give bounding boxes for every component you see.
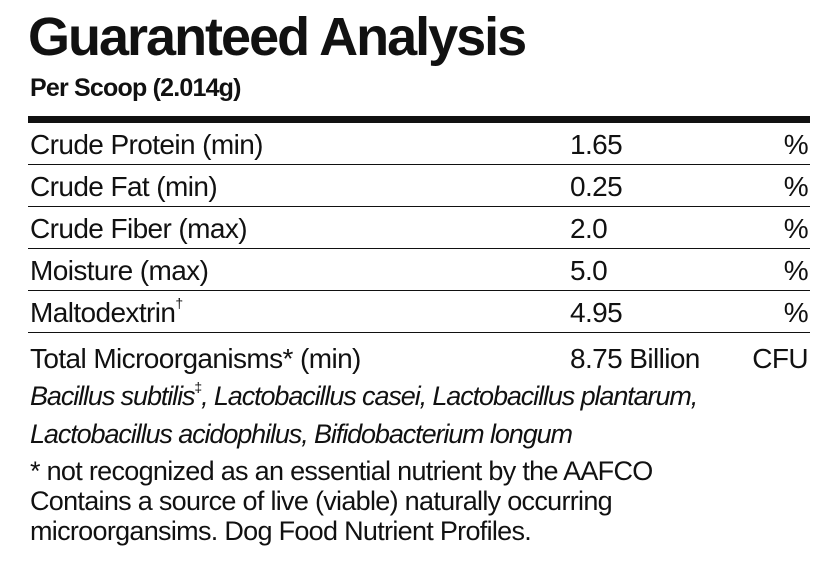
analysis-row-moisture: Moisture (max) 5.0 % bbox=[28, 249, 810, 291]
row-unit: % bbox=[783, 213, 809, 244]
row-label: Maltodextrin† bbox=[30, 295, 183, 328]
total-label: Total Microorganisms* (min) bbox=[30, 343, 361, 374]
row-unit: % bbox=[783, 129, 809, 160]
dagger-footnote-mark: † bbox=[175, 295, 183, 311]
row-unit: % bbox=[783, 255, 809, 286]
total-unit: CFU bbox=[752, 343, 808, 374]
footnote-line-3: microorgansims. Dog Food Nutrient Profil… bbox=[30, 516, 532, 546]
row-unit: % bbox=[783, 171, 809, 202]
row-value: 0.25 bbox=[570, 171, 623, 202]
row-value: 1.65 bbox=[570, 129, 623, 160]
analysis-table: Crude Protein (min) 1.65 % Crude Fat (mi… bbox=[28, 123, 810, 333]
analysis-row-crude-fat: Crude Fat (min) 0.25 % bbox=[28, 165, 810, 207]
footnote-text: * not recognized as an essential nutrien… bbox=[30, 456, 820, 546]
row-label: Crude Protein (min) bbox=[30, 129, 264, 160]
heavy-divider bbox=[28, 116, 810, 123]
analysis-row-maltodextrin: Maltodextrin† 4.95 % bbox=[28, 291, 810, 333]
row-label: Crude Fat (min) bbox=[30, 171, 218, 202]
serving-size: Per Scoop (2.014g) bbox=[30, 74, 241, 102]
organism-line-2: Lactobacillus acidophilus, Bifidobacteri… bbox=[30, 419, 573, 449]
footnote-line-1: * not recognized as an essential nutrien… bbox=[30, 456, 653, 486]
row-label: Crude Fiber (max) bbox=[30, 213, 248, 244]
footnote-line-2: Contains a source of live (viable) natur… bbox=[30, 486, 613, 516]
panel-title: Guaranteed Analysis bbox=[28, 7, 527, 67]
organism-line-1: Bacillus subtilis‡, Lactobacillus casei,… bbox=[30, 379, 698, 411]
total-value: 8.75 Billion bbox=[570, 343, 700, 374]
total-microorganisms-row: Total Microorganisms* (min) 8.75 Billion… bbox=[28, 340, 810, 380]
row-value: 5.0 bbox=[570, 255, 608, 286]
analysis-row-crude-fiber: Crude Fiber (max) 2.0 % bbox=[28, 207, 810, 249]
double-dagger-footnote-mark: ‡ bbox=[194, 379, 202, 395]
analysis-row-crude-protein: Crude Protein (min) 1.65 % bbox=[28, 123, 810, 165]
row-value: 4.95 bbox=[570, 297, 623, 328]
row-unit: % bbox=[783, 297, 809, 328]
row-label: Moisture (max) bbox=[30, 255, 209, 286]
organism-list: Bacillus subtilis‡, Lactobacillus casei,… bbox=[30, 377, 820, 453]
row-value: 2.0 bbox=[570, 213, 608, 244]
